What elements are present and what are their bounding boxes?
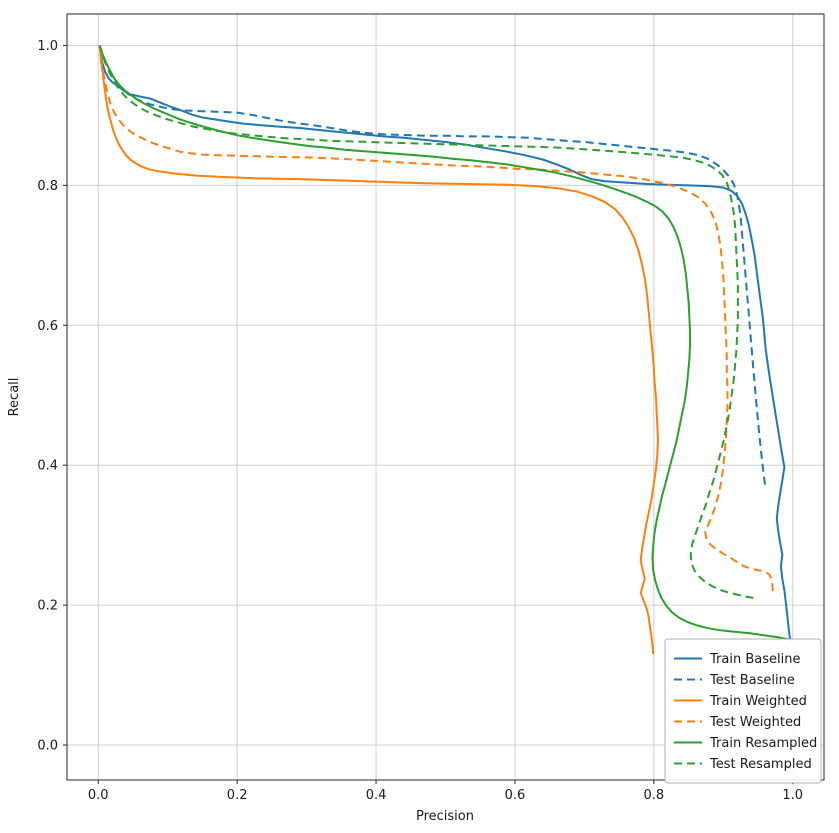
- axis-ticks: 0.0 0.2 0.4 0.6 0.8 1.0 0.0 0.2 0.4 0.6 0.8 1.0: [37, 39, 803, 803]
- series-line-test-baseline: [98, 45, 767, 490]
- series-line-train-baseline: [98, 45, 791, 639]
- x-tick-label: 0.0: [88, 788, 109, 803]
- x-axis-label: Precision: [416, 809, 474, 824]
- series-lines: [98, 45, 793, 655]
- legend-label-test-resampled: Test Resampled: [709, 757, 812, 772]
- y-tick-label: 0.4: [37, 459, 58, 474]
- y-tick-label: 1.0: [37, 39, 58, 54]
- legend-item-train-weighted: Train Weighted: [674, 694, 807, 709]
- legend-item-test-baseline: Test Baseline: [674, 673, 795, 688]
- legend-item-train-baseline: Train Baseline: [674, 652, 800, 667]
- x-tick-label: 0.8: [644, 788, 665, 803]
- legend-label-test-baseline: Test Baseline: [709, 673, 795, 688]
- series-line-train-resampled: [98, 45, 793, 642]
- legend-item-test-resampled: Test Resampled: [674, 757, 812, 772]
- x-tick-label: 0.6: [505, 788, 526, 803]
- x-tick-label: 0.4: [366, 788, 387, 803]
- series-line-train-weighted: [98, 45, 659, 655]
- legend-box: [664, 638, 822, 784]
- y-tick-label: 0.2: [37, 599, 58, 614]
- y-tick-label: 0.6: [37, 319, 58, 334]
- legend-label-test-weighted: Test Weighted: [709, 715, 801, 730]
- series-line-test-resampled: [98, 45, 756, 600]
- axes-frame: [66, 13, 825, 781]
- legend-item-train-resampled: Train Resampled: [674, 736, 817, 751]
- legend-item-test-weighted: Test Weighted: [674, 715, 801, 730]
- y-tick-label: 0.8: [37, 179, 58, 194]
- y-axis-label: Recall: [7, 378, 22, 417]
- x-tick-label: 0.2: [227, 788, 248, 803]
- legend-label-train-weighted: Train Weighted: [709, 694, 807, 709]
- y-tick-label: 0.0: [37, 739, 58, 754]
- series-line-test-weighted: [98, 45, 775, 595]
- x-tick-label: 1.0: [782, 788, 803, 803]
- legend: Train Baseline Test Baseline Train Weighte…: [664, 638, 822, 784]
- legend-label-train-resampled: Train Resampled: [709, 736, 817, 751]
- legend-label-train-baseline: Train Baseline: [709, 652, 800, 667]
